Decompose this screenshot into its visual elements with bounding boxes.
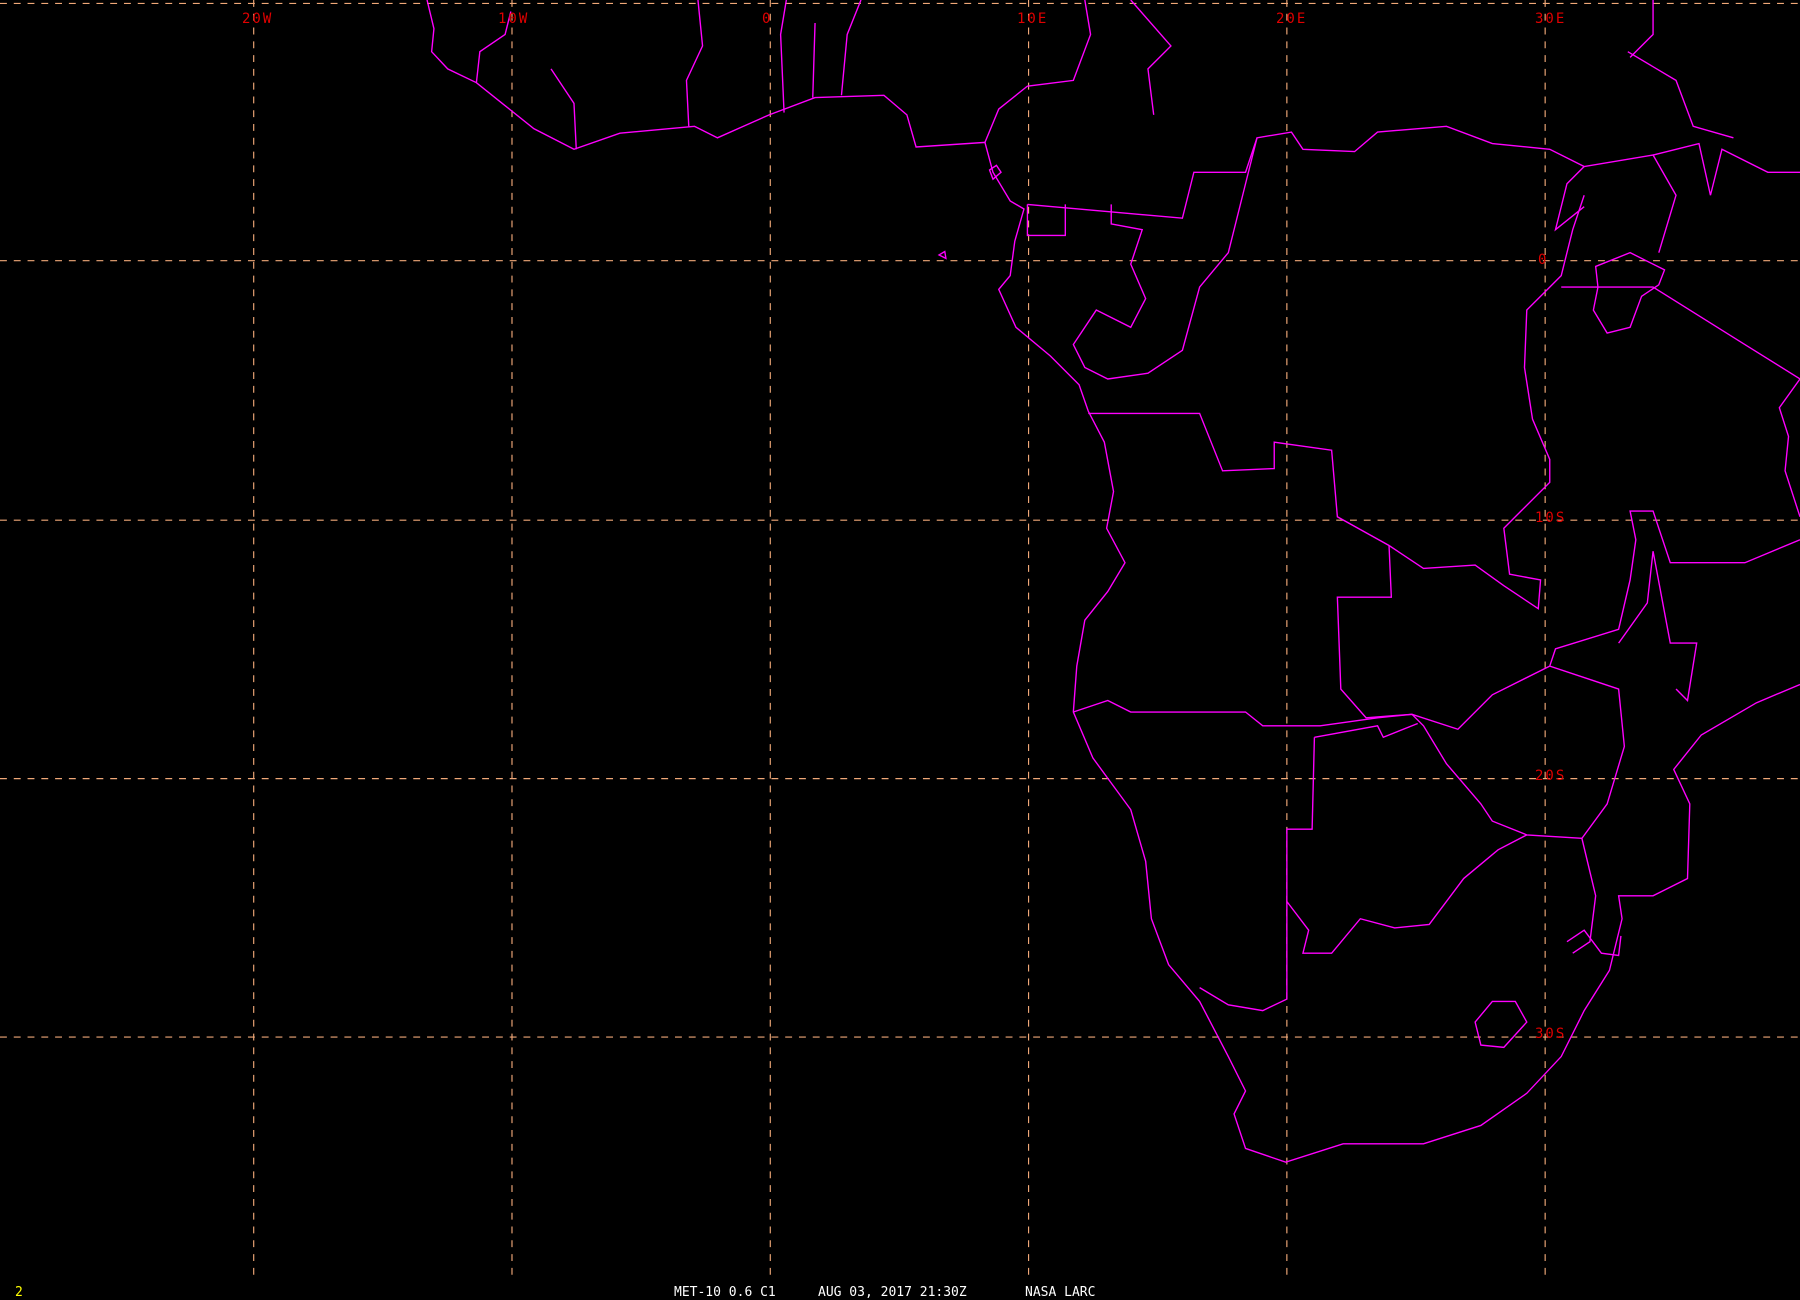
border [1286, 551, 1698, 1049]
lat-label-0: 0 [1538, 252, 1549, 268]
border [1073, 699, 1582, 1012]
border [984, 0, 1677, 253]
lon-label-30e: 30E [1535, 11, 1567, 27]
lake-victoria [1561, 251, 1800, 380]
east-coast [1778, 378, 1800, 517]
lat-label-20s: 20S [1535, 768, 1567, 784]
border [1088, 195, 1585, 610]
lon-label-0: 0 [762, 11, 773, 27]
image-datetime: AUG 03, 2017 21:30Z [818, 1285, 967, 1300]
lon-label-10w: 10W [498, 11, 530, 27]
africa-coastline [426, 0, 1800, 1163]
frame-number: 2 [15, 1285, 23, 1300]
coastlines-and-borders [426, 0, 1800, 1163]
lon-label-10e: 10E [1017, 11, 1049, 27]
lon-label-20w: 20W [242, 11, 274, 27]
border [475, 0, 862, 150]
satellite-channel: MET-10 0.6 C1 [674, 1285, 776, 1300]
lat-label-30s: 30S [1535, 1026, 1567, 1042]
island [937, 164, 1002, 260]
border [1554, 0, 1800, 232]
border [1026, 137, 1258, 380]
data-source: NASA LARC [1025, 1285, 1096, 1300]
lon-label-20e: 20E [1276, 11, 1308, 27]
border [1336, 510, 1800, 954]
lat-label-10s: 10S [1535, 510, 1567, 526]
